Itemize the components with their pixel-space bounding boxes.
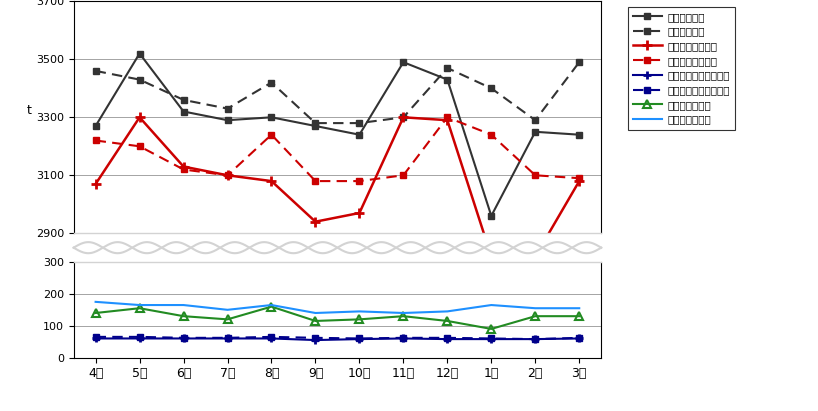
Y-axis label: t: t [26, 104, 31, 117]
Legend: 合計量５年度, 合計量４年度, 燃やすごみ５年度, 燃やすごみ４年度, 燃やさないごみ５年度, 燃やさないごみ４年度, 粗大ごみ５年度, 粗大ごみ４年度: 合計量５年度, 合計量４年度, 燃やすごみ５年度, 燃やすごみ４年度, 燃やさな… [627, 7, 735, 130]
